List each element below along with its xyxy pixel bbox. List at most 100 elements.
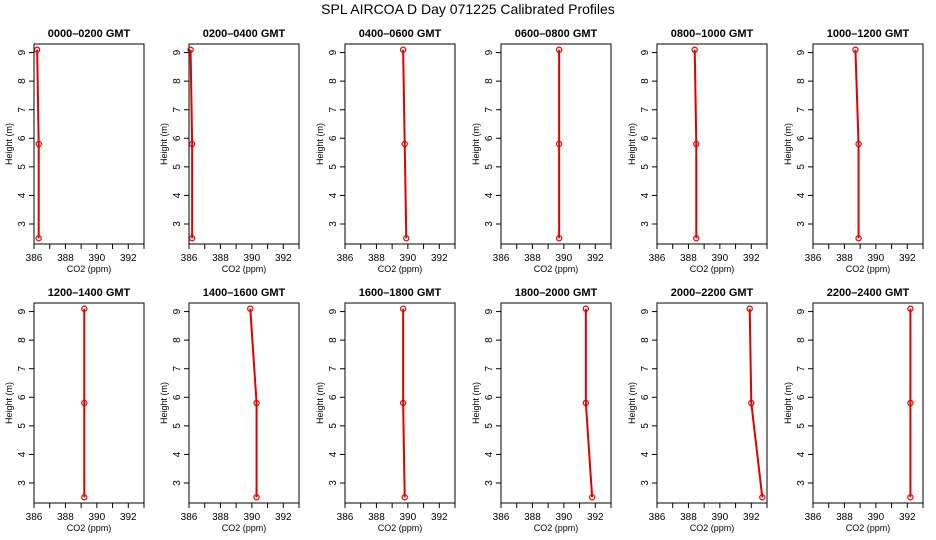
y-tick-label: 6 xyxy=(796,135,807,141)
panel-11: 2000–2200 GMT 386 388 390 392 3 4 5 6 7 8 9 CO2 (ppm… xyxy=(627,287,768,533)
y-tick-label: 8 xyxy=(640,78,651,84)
x-tick-label: 386 xyxy=(649,253,666,264)
y-tick-label: 3 xyxy=(796,480,807,486)
x-tick-label: 386 xyxy=(181,512,198,523)
panel-title: 0800–1000 GMT xyxy=(671,28,754,40)
x-axis-label: CO2 (ppm) xyxy=(222,264,267,274)
data-point xyxy=(588,494,596,501)
y-tick-label: 7 xyxy=(484,106,495,112)
panel-7: 1200–1400 GMT 386 388 390 392 3 4 5 6 7 8 9 CO2 (ppm… xyxy=(4,287,145,533)
x-axis-label: CO2 (ppm) xyxy=(846,264,891,274)
y-tick-label: 9 xyxy=(17,308,28,314)
y-tick-label: 3 xyxy=(17,221,28,227)
data-point xyxy=(81,305,88,312)
x-tick-label: 390 xyxy=(556,253,573,264)
y-tick-label: 3 xyxy=(640,480,651,486)
plot-frame xyxy=(500,302,612,504)
data-point xyxy=(555,235,563,242)
x-axis-label: CO2 (ppm) xyxy=(67,523,112,533)
y-tick-label: 8 xyxy=(172,78,183,84)
x-axis-label: CO2 (ppm) xyxy=(690,523,735,533)
data-point xyxy=(852,46,859,53)
panel-title: 0600–0800 GMT xyxy=(515,28,598,40)
y-tick-label: 9 xyxy=(796,49,807,55)
y-axis-label: Height (m) xyxy=(315,123,325,165)
x-tick-label: 386 xyxy=(805,253,822,264)
y-tick-label: 4 xyxy=(172,192,183,198)
x-tick-label: 388 xyxy=(212,253,229,264)
x-axis-label: CO2 (ppm) xyxy=(690,264,735,274)
y-tick-label: 3 xyxy=(796,221,807,227)
x-axis-label: CO2 (ppm) xyxy=(534,264,579,274)
profile-line xyxy=(249,308,258,498)
data-point xyxy=(907,494,914,501)
x-tick-label: 392 xyxy=(120,253,137,264)
data-point xyxy=(403,235,410,242)
plot-frame xyxy=(344,302,456,504)
data-point xyxy=(35,140,42,148)
y-tick-label: 6 xyxy=(172,135,183,141)
y-tick-label: 3 xyxy=(328,221,339,227)
y-tick-label: 9 xyxy=(640,49,651,55)
y-tick-label: 4 xyxy=(640,192,651,198)
y-tick-label: 3 xyxy=(172,221,183,227)
x-tick-label: 390 xyxy=(89,512,106,523)
plot-frame xyxy=(656,302,768,504)
y-axis-label: Height (m) xyxy=(159,382,169,424)
x-tick-label: 390 xyxy=(400,253,417,264)
data-point xyxy=(748,399,755,407)
y-axis-label: Height (m) xyxy=(4,382,14,424)
y-tick-label: 7 xyxy=(17,365,28,371)
data-point xyxy=(399,46,407,53)
y-tick-label: 8 xyxy=(17,78,28,84)
y-tick-label: 6 xyxy=(796,394,807,400)
panel-1: 0000–0200 GMT 386 388 390 392 3 4 5 6 7 8 9 CO2 (ppm… xyxy=(4,28,145,274)
y-tick-label: 7 xyxy=(796,106,807,112)
data-point xyxy=(81,494,88,501)
data-point xyxy=(693,140,700,148)
y-tick-label: 7 xyxy=(640,106,651,112)
panel-4: 0600–0800 GMT 386 388 390 392 3 4 5 6 7 8 9 CO2 (ppm… xyxy=(471,28,612,274)
x-tick-label: 388 xyxy=(524,512,541,523)
y-tick-label: 7 xyxy=(172,106,183,112)
y-tick-label: 7 xyxy=(484,365,495,371)
y-tick-label: 4 xyxy=(484,192,495,198)
x-tick-label: 386 xyxy=(493,512,510,523)
data-point xyxy=(555,140,563,148)
data-point xyxy=(187,46,194,53)
panel-title: 0200–0400 GMT xyxy=(203,28,286,40)
x-tick-label: 386 xyxy=(493,253,510,264)
x-tick-label: 388 xyxy=(368,512,385,523)
x-tick-label: 390 xyxy=(244,253,261,264)
y-tick-label: 6 xyxy=(328,394,339,400)
x-tick-label: 388 xyxy=(212,512,229,523)
data-point xyxy=(401,494,408,501)
y-tick-label: 9 xyxy=(796,308,807,314)
y-tick-label: 5 xyxy=(17,423,28,429)
data-point xyxy=(691,46,698,53)
panel-title: 2000–2200 GMT xyxy=(671,287,754,299)
y-tick-label: 5 xyxy=(796,423,807,429)
x-tick-label: 390 xyxy=(244,512,261,523)
y-tick-label: 5 xyxy=(484,164,495,170)
y-tick-label: 6 xyxy=(640,394,651,400)
x-tick-label: 392 xyxy=(431,512,448,523)
x-tick-label: 390 xyxy=(868,253,885,264)
y-tick-label: 8 xyxy=(640,337,651,343)
y-tick-label: 7 xyxy=(796,365,807,371)
plot-frame xyxy=(812,302,924,504)
profile-line xyxy=(189,49,194,239)
x-tick-label: 392 xyxy=(275,253,292,264)
panel-title: 0400–0600 GMT xyxy=(359,28,442,40)
x-tick-label: 386 xyxy=(26,253,43,264)
x-tick-label: 392 xyxy=(120,512,137,523)
y-tick-label: 4 xyxy=(484,451,495,457)
y-tick-label: 5 xyxy=(172,423,183,429)
panel-3: 0400–0600 GMT 386 388 390 392 3 4 5 6 7 8 9 CO2 (ppm… xyxy=(315,28,456,274)
y-tick-label: 4 xyxy=(640,451,651,457)
y-tick-label: 8 xyxy=(17,337,28,343)
y-tick-label: 3 xyxy=(17,480,28,486)
y-tick-label: 4 xyxy=(17,451,28,457)
x-tick-label: 388 xyxy=(57,253,74,264)
